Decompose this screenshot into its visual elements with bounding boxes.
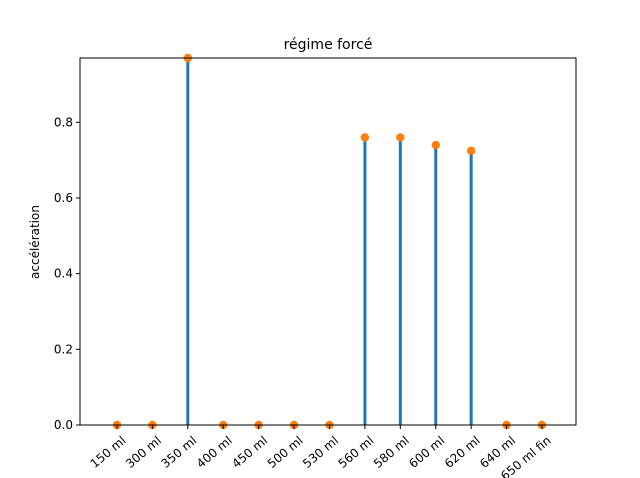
bar bbox=[434, 145, 438, 425]
bar bbox=[186, 58, 190, 425]
y-tick-label: 0.8 bbox=[54, 115, 73, 129]
plot-frame bbox=[79, 57, 577, 426]
chart-title: régime forcé bbox=[284, 37, 373, 53]
y-axis: 0.0 0.2 0.4 0.6 0.8 bbox=[54, 115, 80, 432]
y-tick-label: 0.6 bbox=[54, 191, 73, 205]
bar bbox=[469, 150, 473, 426]
bar bbox=[398, 137, 402, 425]
data-point bbox=[396, 133, 405, 142]
bar bbox=[363, 137, 367, 425]
y-tick-label: 0.0 bbox=[54, 418, 73, 432]
data-point bbox=[360, 133, 370, 142]
y-tick-label: 0.4 bbox=[54, 267, 73, 281]
data-point bbox=[466, 146, 476, 155]
y-tick-label: 0.2 bbox=[54, 342, 73, 356]
data-point bbox=[431, 140, 440, 150]
y-axis-label: accélération bbox=[28, 205, 42, 279]
chart-marks bbox=[112, 53, 547, 430]
